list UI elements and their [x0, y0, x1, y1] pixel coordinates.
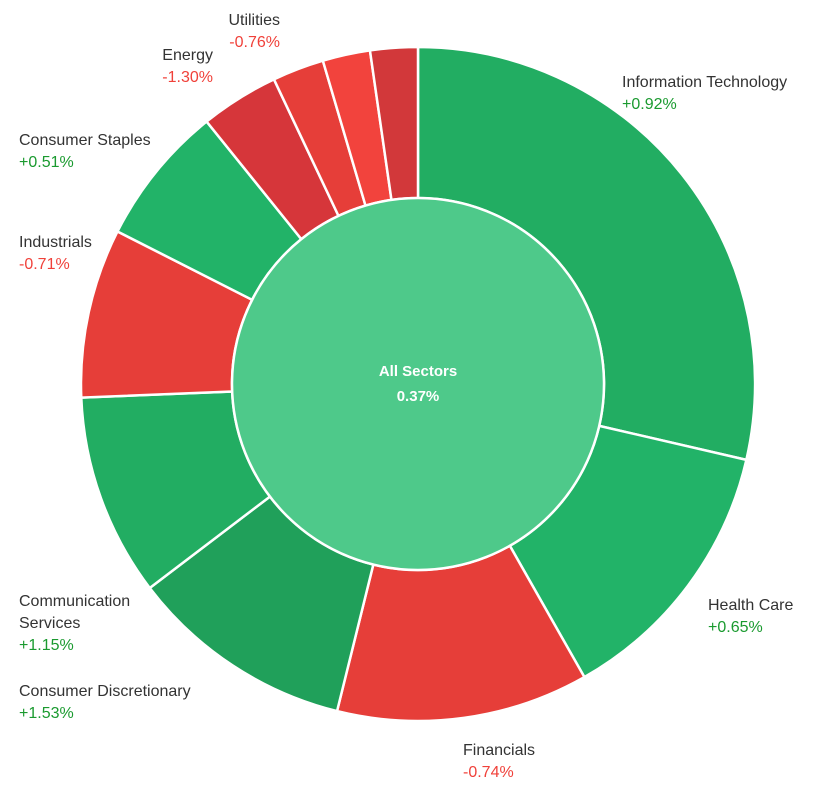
label-change-energy: -1.30%: [162, 69, 213, 86]
center-value: 0.37%: [397, 388, 440, 405]
label-name-communication-services: Services: [19, 615, 80, 632]
center-title: All Sectors: [379, 363, 457, 380]
label-name-utilities: Utilities: [228, 12, 280, 29]
label-name-financials: Financials: [463, 742, 535, 759]
label-name-energy: Energy: [162, 47, 213, 64]
label-name-health-care: Health Care: [708, 597, 793, 614]
label-name-consumer-discretionary: Consumer Discretionary: [19, 683, 191, 700]
label-change-information-technology: +0.92%: [622, 96, 677, 113]
label-change-utilities: -0.76%: [229, 34, 280, 51]
label-change-communication-services: +1.15%: [19, 637, 74, 654]
slices-group: [79, 45, 757, 723]
label-communication-services: Communication Services +1.15%: [19, 593, 130, 654]
label-health-care: Health Care +0.65%: [708, 597, 793, 636]
label-information-technology: Information Technology +0.92%: [622, 74, 787, 113]
label-change-consumer-staples: +0.51%: [19, 154, 74, 171]
label-change-health-care: +0.65%: [708, 619, 763, 636]
label-financials: Financials -0.74%: [463, 742, 535, 781]
label-consumer-discretionary: Consumer Discretionary +1.53%: [19, 683, 191, 722]
label-consumer-staples: Consumer Staples +0.51%: [19, 132, 151, 171]
label-name-industrials: Industrials: [19, 234, 92, 251]
label-name-communication-services: Communication: [19, 593, 130, 610]
label-industrials: Industrials -0.71%: [19, 234, 92, 273]
label-name-consumer-staples: Consumer Staples: [19, 132, 151, 149]
center-disc: [230, 196, 606, 572]
label-utilities: Utilities -0.76%: [228, 12, 280, 51]
label-change-financials: -0.74%: [463, 764, 514, 781]
label-change-industrials: -0.71%: [19, 256, 70, 273]
label-change-consumer-discretionary: +1.53%: [19, 705, 74, 722]
label-name-information-technology: Information Technology: [622, 74, 787, 91]
labels-group: Information Technology +0.92% Health Care +…: [19, 12, 793, 781]
label-energy: Energy -1.30%: [162, 47, 213, 86]
